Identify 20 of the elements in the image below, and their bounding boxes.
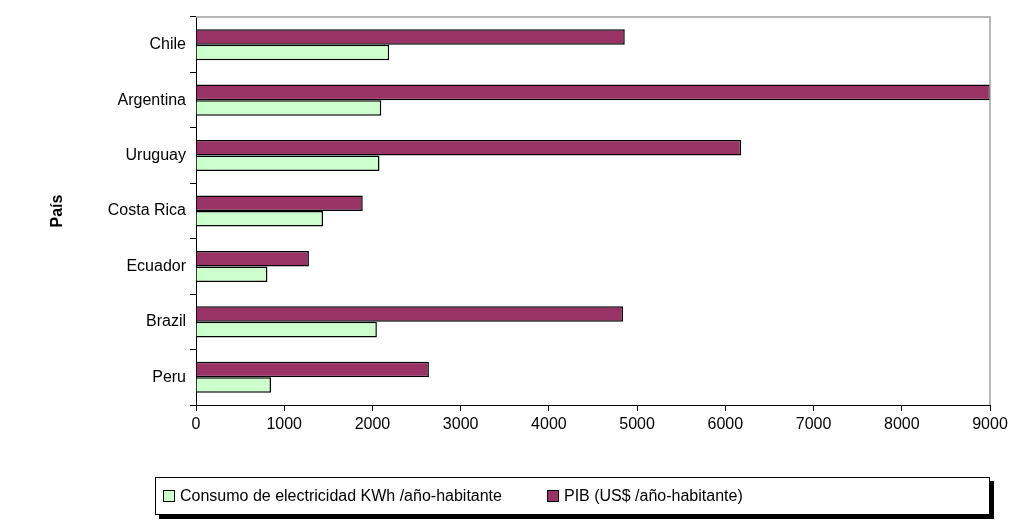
x-tick-label: 0 bbox=[191, 415, 201, 433]
x-tick-label: 5000 bbox=[619, 415, 656, 433]
y-tick-label: Brazil bbox=[145, 312, 186, 330]
y-tick-label: Argentina bbox=[117, 90, 187, 108]
y-tick-label: Costa Rica bbox=[107, 201, 187, 219]
y-tick-label: Peru bbox=[152, 367, 186, 385]
legend-label: PIB (US$ /año-habitante) bbox=[563, 487, 743, 505]
legend-label: Consumo de electricidad KWh /año-habitante bbox=[180, 487, 502, 505]
y-axis-title: País bbox=[48, 194, 66, 228]
x-tick-label: 2000 bbox=[354, 415, 391, 433]
x-tick-label: 6000 bbox=[707, 415, 744, 433]
y-tick-label: Chile bbox=[149, 35, 187, 53]
y-tick-label: Uruguay bbox=[125, 145, 186, 163]
x-tick-label: 9000 bbox=[972, 415, 1008, 433]
x-tick-label: 3000 bbox=[442, 415, 479, 433]
x-tick-label: 1000 bbox=[266, 415, 303, 433]
x-tick-label: 7000 bbox=[795, 415, 832, 433]
x-tick-label: 4000 bbox=[531, 415, 567, 433]
x-tick-label: 8000 bbox=[883, 415, 920, 433]
y-tick-label: Ecuador bbox=[126, 256, 187, 274]
